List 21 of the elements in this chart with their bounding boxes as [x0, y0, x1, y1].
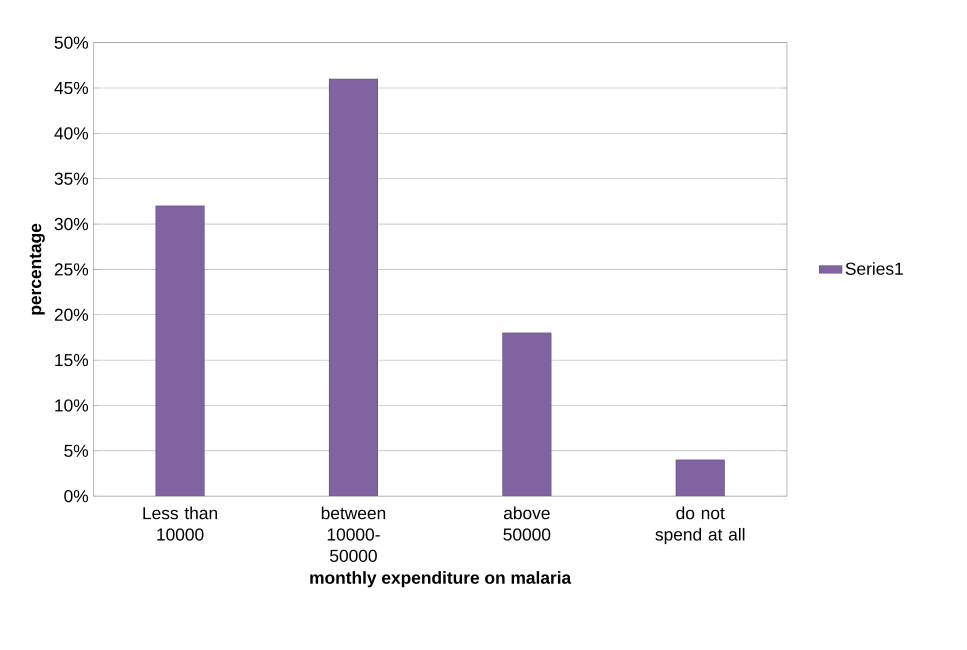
- y-tick-label: 45%: [54, 82, 88, 94]
- y-tick-label: 35%: [54, 172, 88, 186]
- bar: [502, 332, 552, 496]
- x-tick-label: above 50000: [503, 506, 550, 541]
- legend-label: Series1: [846, 262, 903, 276]
- bar: [328, 78, 378, 496]
- y-tick-label: 15%: [55, 354, 88, 366]
- y-tick-label: 30%: [54, 218, 88, 230]
- y-tick-label: 0%: [64, 490, 88, 503]
- y-tick-label: 20%: [54, 308, 88, 322]
- bar: [156, 206, 205, 496]
- x-axis-title: monthly expenditure on malaria: [310, 571, 572, 588]
- y-axis-title: percentage: [30, 224, 45, 315]
- y-tick-label: 10%: [55, 400, 88, 412]
- y-tick-label: 50%: [54, 36, 88, 50]
- y-tick-label: 40%: [54, 127, 88, 140]
- y-tick-label: 25%: [54, 263, 88, 276]
- x-tick-label: Less than 10000: [143, 506, 217, 541]
- bar: [676, 460, 725, 496]
- x-tick-label: do not spend at all: [655, 506, 744, 544]
- y-tick-label: 5%: [64, 444, 88, 458]
